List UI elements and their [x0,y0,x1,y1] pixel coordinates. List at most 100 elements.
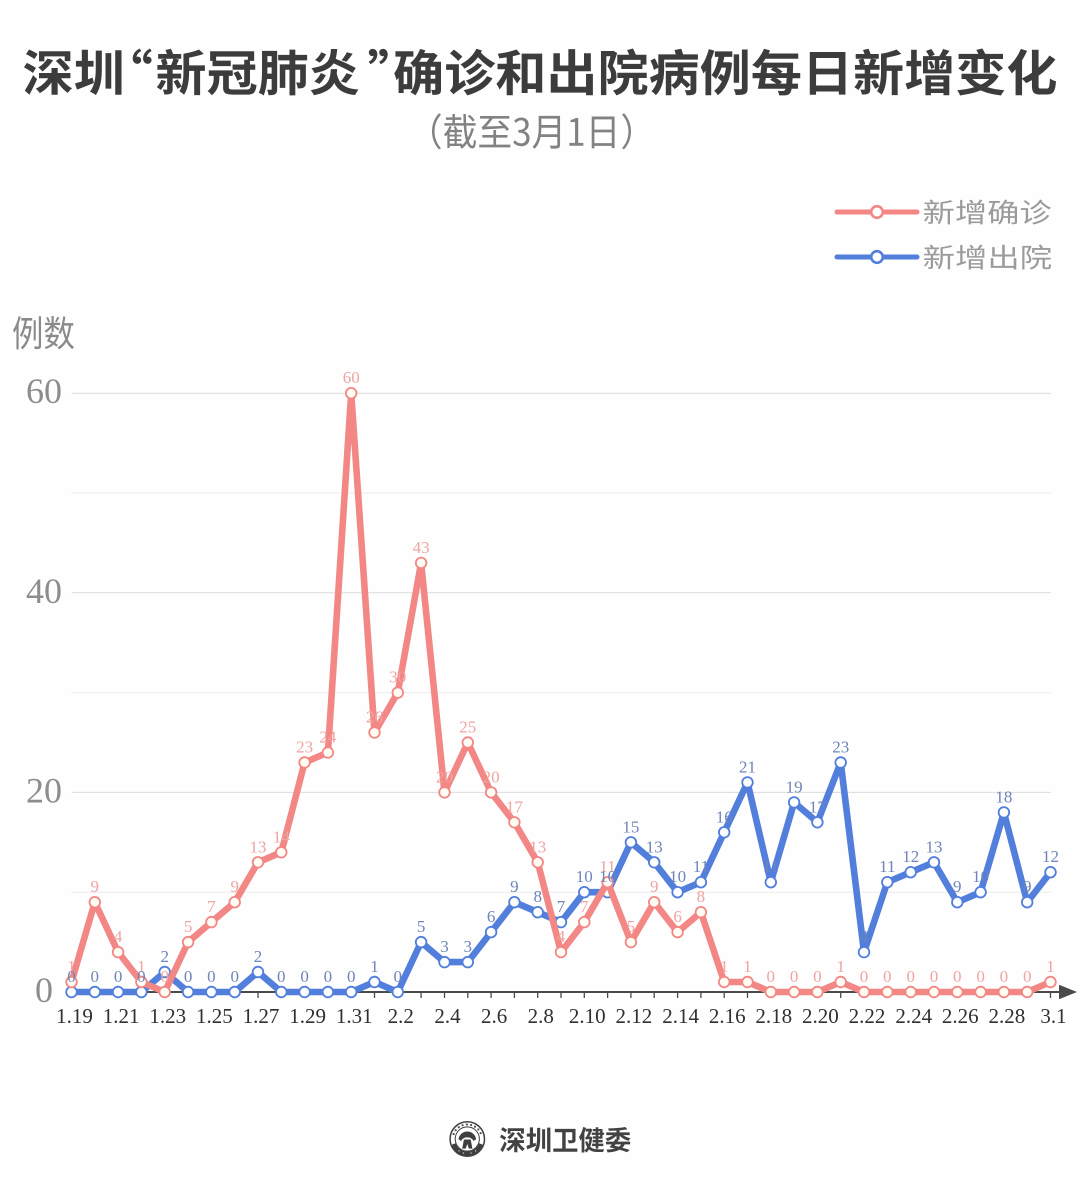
svg-text:0: 0 [184,967,193,986]
svg-text:23: 23 [832,738,849,757]
svg-text:2.10: 2.10 [569,1004,606,1028]
svg-text:16: 16 [716,807,733,826]
svg-text:0: 0 [277,967,286,986]
svg-text:1.19: 1.19 [56,1004,93,1028]
svg-text:3.1: 3.1 [1040,1004,1066,1028]
svg-text:1: 1 [1046,957,1055,976]
svg-text:10: 10 [972,867,989,886]
svg-text:12: 12 [1042,847,1059,866]
svg-text:43: 43 [413,538,430,557]
svg-text:0: 0 [324,967,333,986]
svg-text:2.20: 2.20 [802,1004,839,1028]
svg-text:9: 9 [1023,877,1032,896]
svg-text:0: 0 [394,967,403,986]
svg-text:7: 7 [557,897,566,916]
svg-text:0: 0 [347,967,356,986]
svg-text:19: 19 [786,777,803,796]
svg-text:60: 60 [26,371,62,411]
svg-text:0: 0 [300,967,309,986]
svg-text:0: 0 [767,967,776,986]
svg-text:13: 13 [529,837,546,856]
svg-text:15: 15 [622,817,639,836]
svg-text:2.18: 2.18 [755,1004,792,1028]
svg-text:2.24: 2.24 [895,1004,932,1028]
svg-text:9: 9 [953,877,962,896]
svg-text:8: 8 [533,887,542,906]
svg-text:0: 0 [860,967,869,986]
svg-text:2.2: 2.2 [388,1004,414,1028]
svg-text:0: 0 [160,967,169,986]
svg-text:0: 0 [883,967,892,986]
svg-text:26: 26 [366,708,383,727]
svg-text:24: 24 [319,728,337,747]
svg-text:0: 0 [953,967,962,986]
svg-text:13: 13 [250,837,267,856]
svg-text:1: 1 [137,957,146,976]
svg-text:5: 5 [184,917,193,936]
svg-text:2.4: 2.4 [434,1004,461,1028]
svg-text:8: 8 [697,887,706,906]
svg-text:11: 11 [879,857,895,876]
svg-text:18: 18 [995,787,1012,806]
svg-text:1.27: 1.27 [243,1004,280,1028]
svg-text:40: 40 [26,571,62,611]
svg-text:4: 4 [114,927,123,946]
svg-text:20: 20 [483,767,500,786]
svg-text:2.28: 2.28 [989,1004,1026,1028]
svg-text:23: 23 [296,738,313,757]
svg-text:2.8: 2.8 [528,1004,554,1028]
svg-text:4: 4 [860,927,869,946]
svg-text:4: 4 [557,927,566,946]
svg-text:0: 0 [1000,967,1009,986]
svg-text:1: 1 [836,957,845,976]
svg-text:9: 9 [510,877,519,896]
svg-text:1.25: 1.25 [196,1004,233,1028]
svg-text:1: 1 [67,957,76,976]
svg-text:1.21: 1.21 [103,1004,140,1028]
svg-text:0: 0 [35,970,53,1010]
svg-text:0: 0 [207,967,216,986]
svg-text:1: 1 [720,957,729,976]
svg-text:0: 0 [790,967,799,986]
svg-text:2.6: 2.6 [481,1004,507,1028]
svg-text:20: 20 [26,770,62,810]
svg-text:10: 10 [576,867,593,886]
svg-text:25: 25 [459,718,476,737]
svg-text:13: 13 [646,837,663,856]
svg-text:6: 6 [487,907,496,926]
svg-text:0: 0 [1023,967,1032,986]
svg-text:17: 17 [809,797,827,816]
svg-text:0: 0 [976,967,985,986]
svg-text:14: 14 [273,827,291,846]
svg-text:0: 0 [137,967,146,986]
svg-text:5: 5 [417,917,426,936]
svg-text:10: 10 [599,867,616,886]
svg-text:20: 20 [436,767,453,786]
svg-text:5: 5 [627,917,636,936]
svg-text:2.26: 2.26 [942,1004,979,1028]
svg-text:1: 1 [743,957,752,976]
svg-text:30: 30 [389,668,406,687]
svg-text:11: 11 [599,857,615,876]
svg-text:0: 0 [230,967,239,986]
svg-text:3: 3 [440,937,449,956]
svg-text:2.16: 2.16 [709,1004,746,1028]
svg-text:0: 0 [114,967,123,986]
svg-text:0: 0 [930,967,939,986]
svg-text:0: 0 [813,967,822,986]
svg-text:11: 11 [763,857,779,876]
svg-text:2: 2 [254,947,263,966]
svg-text:10: 10 [669,867,686,886]
svg-text:7: 7 [207,897,216,916]
svg-text:7: 7 [580,897,589,916]
svg-text:9: 9 [91,877,100,896]
svg-text:21: 21 [739,757,756,776]
svg-text:2: 2 [160,947,169,966]
svg-text:9: 9 [650,877,659,896]
svg-text:3: 3 [464,937,473,956]
svg-text:17: 17 [506,797,524,816]
svg-text:0: 0 [67,967,76,986]
svg-text:1.31: 1.31 [336,1004,373,1028]
svg-text:13: 13 [926,837,943,856]
svg-text:9: 9 [230,877,239,896]
